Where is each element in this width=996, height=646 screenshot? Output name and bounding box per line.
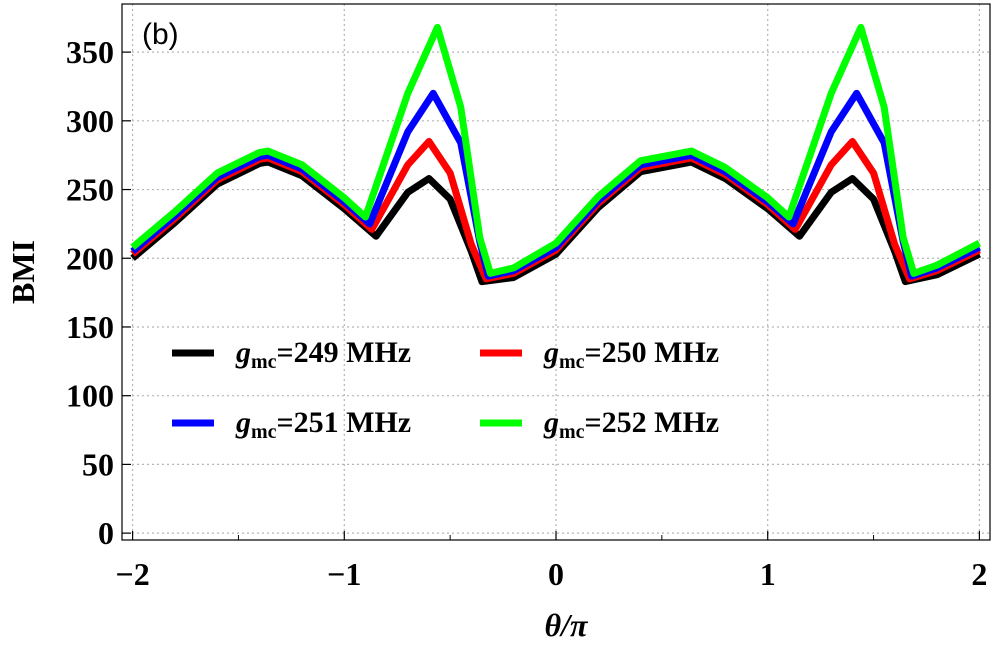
- legend-label: gmc=252 MHz: [543, 406, 719, 443]
- y-tick-label: 0: [98, 515, 114, 551]
- series-layer: [130, 23, 982, 286]
- y-tick-label: 100: [66, 378, 114, 414]
- legend-label: gmc=250 MHz: [543, 336, 719, 373]
- grid: [122, 4, 990, 540]
- x-tick-label: −2: [115, 556, 149, 592]
- tick-marks: [122, 51, 981, 540]
- legend-entry: gmc=252 MHz: [480, 406, 719, 443]
- panel-label: (b): [142, 18, 179, 51]
- series-line: [130, 23, 982, 277]
- y-tick-label: 150: [66, 309, 114, 345]
- y-tick-labels: 0 50 100 150 200 250 300 350: [66, 34, 114, 551]
- x-tick-labels: −2 −1 0 1 2: [115, 556, 987, 592]
- legend-entry: gmc=250 MHz: [480, 336, 719, 373]
- y-tick-label: 50: [82, 446, 114, 482]
- y-tick-label: 200: [66, 240, 114, 276]
- x-tick-label: −1: [327, 556, 361, 592]
- y-tick-label: 300: [66, 103, 114, 139]
- legend-label: gmc=251 MHz: [235, 406, 411, 443]
- y-tick-label: 250: [66, 172, 114, 208]
- legend-label: gmc=249 MHz: [235, 336, 411, 373]
- legend-entry: gmc=249 MHz: [172, 336, 411, 373]
- series-line: [130, 158, 981, 286]
- y-axis-title: BMI: [5, 240, 41, 304]
- x-tick-label: 0: [548, 556, 564, 592]
- x-tick-label: 1: [760, 556, 776, 592]
- legend: gmc=249 MHz gmc=250 MHz gmc=251 MHz gmc=252…: [172, 336, 719, 443]
- x-tick-label: 2: [971, 556, 987, 592]
- x-axis-title: θ/π: [545, 607, 590, 643]
- legend-entry: gmc=251 MHz: [172, 406, 411, 443]
- y-tick-label: 350: [66, 34, 114, 70]
